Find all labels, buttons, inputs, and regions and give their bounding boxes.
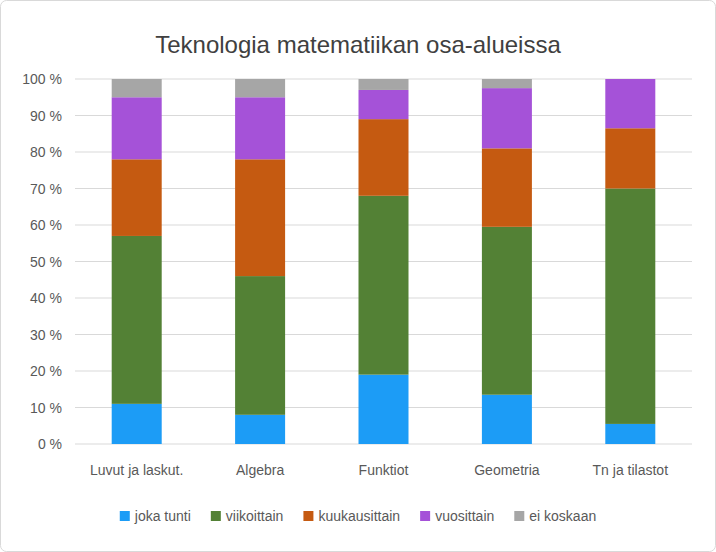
bar-segment [359,79,409,90]
bar-segment [235,79,285,97]
legend-label: vuosittain [435,508,494,524]
bar-segment [112,404,162,444]
bar-segment [482,79,532,88]
bar-segment [359,375,409,444]
bar-segment [235,276,285,415]
bar-segment [359,90,409,119]
bar-segment [482,148,532,226]
y-tick-label: 60 % [30,217,62,233]
x-tick-label: Geometria [474,462,540,478]
x-tick-label: Funktiot [359,462,409,478]
x-tick-label: Tn ja tilastot [593,462,669,478]
y-tick-label: 30 % [30,327,62,343]
bar-segment [235,97,285,159]
y-tick-label: 90 % [30,108,62,124]
legend-label: joka tunti [134,508,191,524]
legend: joka tunti viikoittain kuukausittain vuosit… [120,508,596,524]
bar-segment [605,424,655,444]
bar-segment [605,79,655,128]
chart-border [1,1,716,552]
legend-label: viikoittain [226,508,284,524]
bar-segment [112,236,162,404]
bar-segment [605,79,655,80]
bar-segment [482,227,532,395]
bar-segment [112,159,162,236]
x-tick-label: Luvut ja laskut. [90,462,183,478]
legend-swatch [303,511,313,521]
legend-swatch [120,511,130,521]
y-tick-label: 100 % [22,71,62,87]
bar-segment [112,79,162,97]
bar-segment [235,415,285,444]
y-tick-label: 80 % [30,144,62,160]
y-tick-label: 20 % [30,363,62,379]
bar-segment [482,88,532,148]
bar-segment [359,196,409,375]
legend-swatch [514,511,524,521]
bars [112,79,656,444]
bar-segment [605,189,655,424]
y-tick-label: 10 % [30,400,62,416]
bar-segment [112,97,162,159]
legend-label: kuukausittain [318,508,400,524]
chart-title: Teknologia matematiikan osa-alueissa [155,31,561,58]
bar-segment [235,159,285,276]
bar-segment [482,395,532,444]
bar-segment [359,119,409,196]
grid [75,79,692,444]
y-tick-label: 70 % [30,181,62,197]
legend-label: ei koskaan [529,508,596,524]
legend-swatch [211,511,221,521]
chart: Teknologia matematiikan osa-alueissa 0 % 1… [0,0,716,552]
legend-swatch [420,511,430,521]
bar-segment [605,128,655,188]
x-tick-label: Algebra [236,462,284,478]
y-tick-label: 50 % [30,254,62,270]
y-tick-label: 40 % [30,290,62,306]
y-tick-label: 0 % [38,436,62,452]
